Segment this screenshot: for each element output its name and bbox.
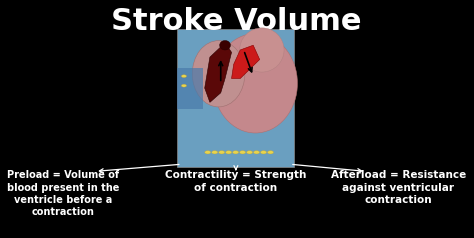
Circle shape xyxy=(239,151,246,154)
Circle shape xyxy=(182,84,187,87)
Polygon shape xyxy=(205,43,231,102)
Polygon shape xyxy=(231,45,260,79)
Text: Stroke Volume: Stroke Volume xyxy=(110,7,361,36)
Circle shape xyxy=(254,151,260,154)
Ellipse shape xyxy=(213,34,297,133)
Ellipse shape xyxy=(219,40,230,50)
Text: Preload = Volume of
blood present in the
ventricle before a
contraction: Preload = Volume of blood present in the… xyxy=(7,170,119,217)
Bar xyxy=(177,29,294,167)
Circle shape xyxy=(261,151,266,154)
Circle shape xyxy=(246,151,253,154)
Ellipse shape xyxy=(240,28,284,72)
Circle shape xyxy=(212,151,218,154)
Circle shape xyxy=(267,151,273,154)
Ellipse shape xyxy=(192,41,245,107)
Text: Afterload = Resistance
against ventricular
contraction: Afterload = Resistance against ventricul… xyxy=(330,170,466,205)
Bar xyxy=(177,68,203,109)
Circle shape xyxy=(233,151,239,154)
Circle shape xyxy=(182,75,187,78)
Circle shape xyxy=(226,151,232,154)
Circle shape xyxy=(205,151,211,154)
Text: Contractility = Strength
of contraction: Contractility = Strength of contraction xyxy=(165,170,307,193)
Circle shape xyxy=(219,151,225,154)
